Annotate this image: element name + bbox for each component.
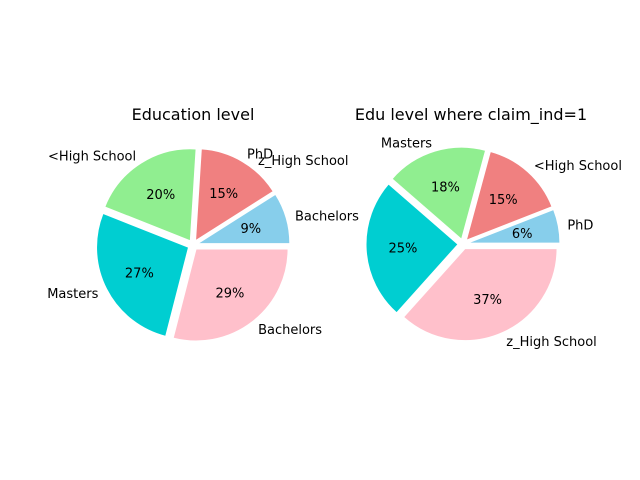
pie-slice-bachelors bbox=[196, 193, 291, 245]
pie-slice-high-school bbox=[104, 148, 197, 242]
slice-percent-label: 29% bbox=[215, 287, 244, 302]
pie-slice-phd bbox=[467, 208, 561, 244]
slice-category-label: z_High School bbox=[258, 154, 349, 169]
pie-slice-masters bbox=[96, 212, 190, 337]
slice-percent-label: 9% bbox=[240, 222, 261, 237]
slice-category-label: <High School bbox=[48, 149, 136, 164]
slice-category-label: PhD bbox=[567, 218, 593, 233]
pie-slice-slice-3 bbox=[365, 183, 459, 314]
slice-category-label: <High School bbox=[534, 159, 622, 174]
slice-category-label: Bachelors bbox=[295, 209, 359, 224]
pie-slice-masters bbox=[391, 146, 487, 241]
pie-slice-bachelors bbox=[172, 248, 289, 342]
slice-percent-label: 20% bbox=[146, 188, 175, 203]
slice-percent-label: 37% bbox=[473, 293, 502, 308]
slice-percent-label: 6% bbox=[512, 227, 533, 242]
pie-chart-edu-level-claim: Edu level where claim_ind=1 6% PhD 15% <Hig… bbox=[355, 105, 622, 350]
slice-category-label: z_High School bbox=[506, 335, 597, 350]
slice-percent-label: 27% bbox=[125, 266, 154, 281]
slice-category-label: Masters bbox=[381, 136, 432, 151]
slice-percent-label: 15% bbox=[489, 193, 518, 208]
slice-percent-label: 25% bbox=[388, 242, 417, 257]
slice-percent-label: 15% bbox=[209, 187, 238, 202]
slice-category-label: Masters bbox=[47, 287, 98, 302]
pie-slice-z-high-school bbox=[402, 248, 558, 342]
chart-title: Edu level where claim_ind=1 bbox=[355, 105, 587, 125]
pie-slice-phd bbox=[194, 148, 274, 242]
pie-slice-high-school bbox=[465, 150, 553, 242]
slice-category-label: PhD bbox=[247, 148, 273, 163]
chart-title: Education level bbox=[132, 105, 255, 124]
pie-chart-education-level: Education level 9% Bachelors 15% PhD 20% <Hig… bbox=[47, 105, 359, 342]
slice-percent-label: 18% bbox=[431, 180, 460, 195]
slice-category-label: Bachelors bbox=[258, 323, 322, 338]
